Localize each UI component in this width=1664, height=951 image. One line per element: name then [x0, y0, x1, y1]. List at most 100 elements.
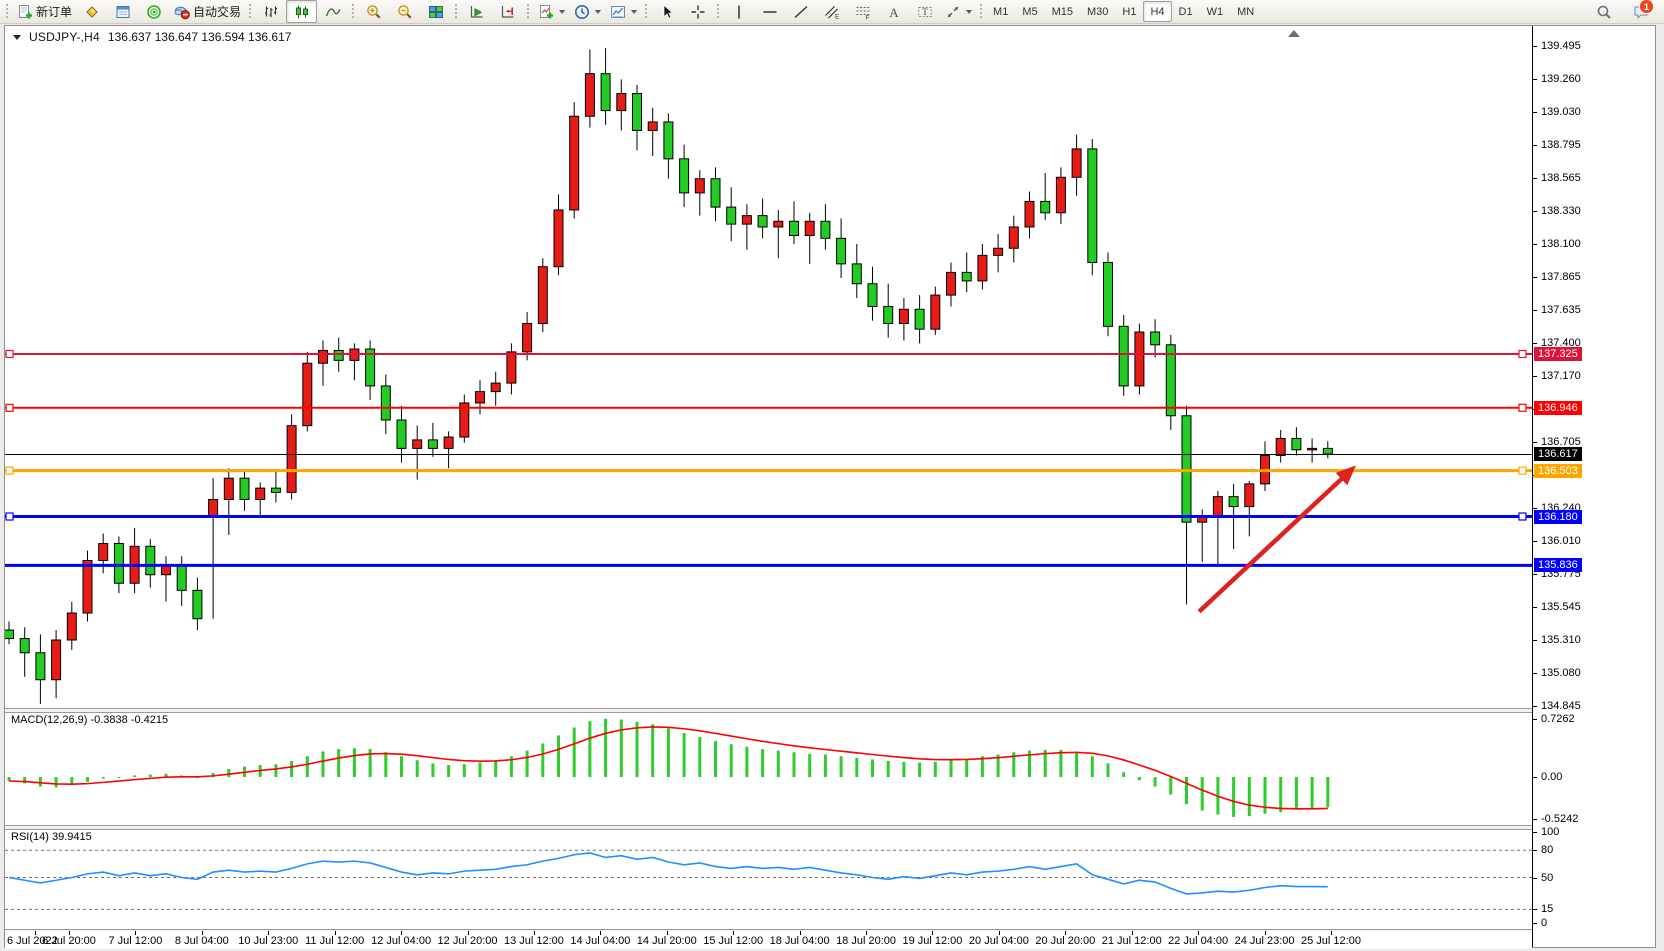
- hline-136.946[interactable]: [5, 403, 1532, 412]
- chevron-down-icon[interactable]: [595, 9, 602, 14]
- toolbar-new-order-button[interactable]: 新订单: [12, 0, 76, 23]
- line-handle[interactable]: [1518, 512, 1527, 521]
- timeframe-m5-button[interactable]: M5: [1022, 5, 1038, 18]
- hline-136.180[interactable]: [5, 512, 1532, 521]
- toolbar-fibonacci-button[interactable]: F: [847, 0, 878, 23]
- toolbar-line-chart-button[interactable]: [317, 0, 348, 23]
- price-tick-label: 135.310: [1541, 633, 1581, 646]
- notification-badge: 1: [1639, 0, 1654, 14]
- macd-bar: [7, 777, 11, 781]
- macd-bar: [462, 764, 466, 777]
- chevron-down-icon[interactable]: [631, 9, 638, 14]
- toolbar-templates-button[interactable]: [605, 0, 641, 23]
- hline-136.503[interactable]: [5, 466, 1532, 475]
- toolbar-bar-chart-button[interactable]: [255, 0, 286, 23]
- toolbar-periods-button[interactable]: [569, 0, 605, 23]
- candle: [1071, 134, 1082, 196]
- tick-mark: [1533, 639, 1537, 641]
- line-handle[interactable]: [5, 466, 14, 475]
- candle: [694, 170, 705, 216]
- panel-splitter-macd-rsi[interactable]: [5, 825, 1654, 830]
- time-scale[interactable]: 6 Jul 2022 6 Jul 20:00 7 Jul 12:00 8 Jul 04…: [5, 931, 1532, 949]
- toolbar-vertical-line-button[interactable]: [723, 0, 754, 23]
- timeframe-m1-button[interactable]: M1: [993, 5, 1009, 18]
- toolbar-notifications-button[interactable]: 1: [1625, 0, 1656, 23]
- timeframe-m15-button[interactable]: M15: [1051, 5, 1073, 18]
- toolbar-zoom-in-button[interactable]: [358, 0, 389, 23]
- candle: [318, 340, 328, 386]
- toolbar-text-label-button[interactable]: T: [909, 0, 940, 23]
- macd-bar: [1153, 777, 1157, 787]
- timeframe-mn-button[interactable]: MN: [1237, 5, 1255, 18]
- macd-bar: [117, 777, 121, 778]
- chevron-down-icon[interactable]: [966, 9, 973, 14]
- macd-bar: [400, 756, 403, 777]
- toolbar-zoom-out-button[interactable]: [389, 0, 420, 23]
- symbol-dropdown-icon[interactable]: [13, 34, 21, 40]
- tick-mark: [1533, 923, 1537, 924]
- price-chart-panel[interactable]: [5, 26, 1532, 708]
- candle: [35, 634, 46, 704]
- timeframe-w1-button[interactable]: W1: [1206, 5, 1224, 18]
- toolbar-text-button[interactable]: A: [878, 0, 909, 23]
- toolbar-trendline-button[interactable]: [785, 0, 816, 23]
- timeframe-d1-button[interactable]: D1: [1178, 5, 1193, 18]
- chart-shift-marker[interactable]: [1288, 30, 1300, 37]
- timeframe-h1-button[interactable]: H1: [1122, 5, 1137, 18]
- toolbar-tile-windows-button[interactable]: [420, 0, 451, 23]
- time-tick: [866, 931, 868, 935]
- price-tag-137.325: 137.325: [1534, 346, 1582, 361]
- time-tick: [401, 931, 403, 935]
- toolbar-search-button[interactable]: [1588, 0, 1619, 23]
- bar-chart-icon: [262, 3, 279, 20]
- line-handle[interactable]: [5, 512, 14, 521]
- toolbar-indicators-button[interactable]: [533, 0, 569, 23]
- macd-bar: [1294, 777, 1298, 810]
- rsi-panel[interactable]: [5, 829, 1532, 929]
- toolbar-equidistant-channel-button[interactable]: E: [816, 0, 847, 23]
- toolbar-chart-shift-button[interactable]: [492, 0, 523, 23]
- line-handle[interactable]: [1518, 403, 1527, 412]
- time-label: 12 Jul 04:00: [371, 935, 432, 947]
- candle: [867, 266, 878, 321]
- price-scale[interactable]: 139.495 139.260 139.030 138.795 138.565 138.3…: [1533, 26, 1655, 947]
- toolbar-cursor-button[interactable]: [651, 0, 682, 23]
- hline-137.325[interactable]: [5, 349, 1532, 359]
- trend-arrow[interactable]: [1197, 465, 1357, 614]
- zoom-out-icon: [396, 3, 413, 20]
- time-tick: [533, 931, 535, 935]
- toolbar-navigator-button[interactable]: [138, 0, 169, 23]
- navigator-icon: [145, 3, 162, 20]
- toolbar-data-window-button[interactable]: [107, 0, 138, 23]
- toolbar-auto-trading-button[interactable]: 自动交易: [169, 0, 245, 23]
- timeframe-h4-button[interactable]: H4: [1143, 1, 1172, 22]
- macd-panel[interactable]: [5, 712, 1532, 825]
- macd-bar: [949, 760, 953, 777]
- tick-mark: [1533, 111, 1537, 113]
- chevron-down-icon[interactable]: [559, 9, 566, 14]
- toolbar-horizontal-line-button[interactable]: [754, 0, 785, 23]
- macd-bar: [86, 777, 89, 782]
- line-handle[interactable]: [5, 403, 14, 412]
- toolbar-market-watch-button[interactable]: [76, 0, 107, 23]
- toolbar-crosshair-button[interactable]: [682, 0, 713, 23]
- macd-bar: [337, 749, 341, 777]
- tile-windows-icon: [427, 3, 444, 20]
- toolbar-new-order-label: 新订单: [36, 5, 73, 19]
- toolbar-auto-scroll-button[interactable]: [461, 0, 492, 23]
- line-handle[interactable]: [1518, 349, 1527, 359]
- macd-bar: [38, 777, 42, 787]
- candle: [1008, 215, 1019, 263]
- channel-icon: E: [823, 3, 840, 20]
- time-label: 13 Jul 12:00: [503, 935, 564, 947]
- toolbar-arrows-button[interactable]: [940, 0, 976, 23]
- toolbar-candlestick-chart-button[interactable]: [286, 0, 318, 23]
- timeframe-m30-button[interactable]: M30: [1087, 5, 1109, 18]
- line-handle[interactable]: [5, 349, 14, 359]
- tick-mark: [1533, 832, 1537, 833]
- price-tick-label: 136.010: [1541, 534, 1581, 547]
- line-handle[interactable]: [1518, 466, 1527, 475]
- tick-mark: [1533, 441, 1537, 443]
- panel-splitter-main-macd[interactable]: [5, 708, 1654, 713]
- candle: [1024, 191, 1035, 239]
